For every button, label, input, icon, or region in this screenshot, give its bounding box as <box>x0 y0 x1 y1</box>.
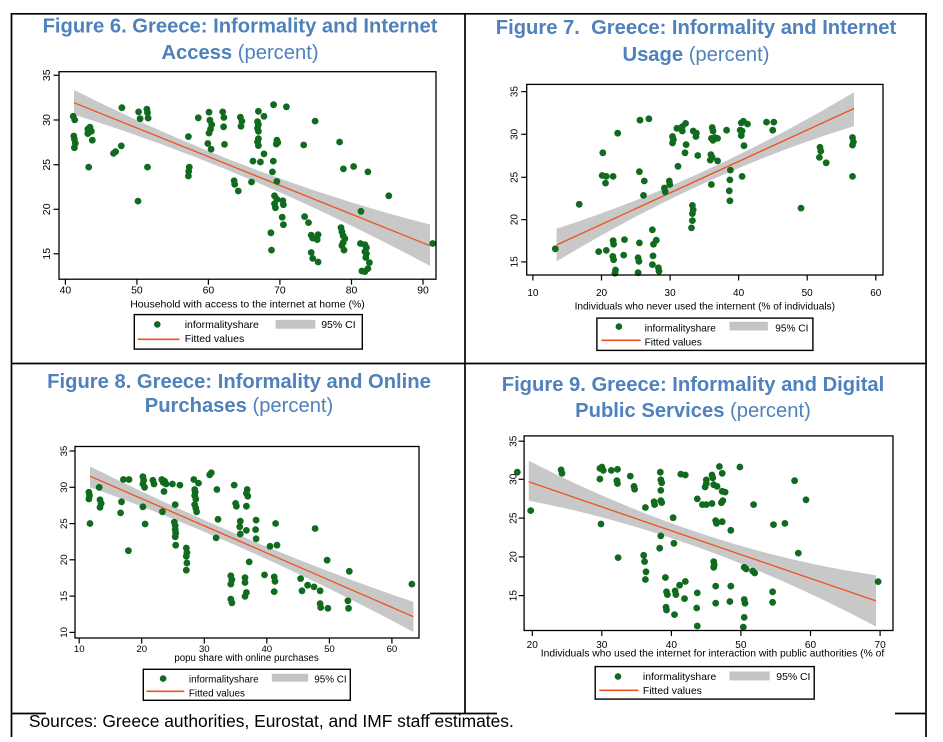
svg-text:60: 60 <box>387 644 398 655</box>
svg-text:40: 40 <box>261 644 272 655</box>
svg-text:Sources: Greece authorities, E: Sources: Greece authorities, Eurostat, a… <box>29 711 514 731</box>
svg-text:Usage (percent): Usage (percent) <box>623 44 770 66</box>
svg-text:25: 25 <box>509 512 520 524</box>
svg-text:informalityshare: informalityshare <box>189 675 259 686</box>
svg-text:50: 50 <box>131 286 143 297</box>
svg-text:Individuals who used the inter: Individuals who used the internet for in… <box>541 649 885 660</box>
svg-text:95% CI: 95% CI <box>776 672 810 683</box>
svg-text:20: 20 <box>136 644 147 655</box>
svg-text:35: 35 <box>59 446 70 457</box>
svg-text:Figure 7. Greece: Informality: Figure 7. Greece: Informality and Intern… <box>496 17 897 39</box>
svg-text:50: 50 <box>735 640 747 651</box>
svg-text:60: 60 <box>203 286 215 297</box>
svg-text:20: 20 <box>596 288 608 299</box>
svg-text:60: 60 <box>805 640 817 651</box>
svg-text:Figure 9. Greece: Informality: Figure 9. Greece: Informality and Digita… <box>502 374 885 396</box>
svg-text:15: 15 <box>42 248 53 260</box>
svg-text:15: 15 <box>509 590 520 602</box>
svg-text:Fitted values: Fitted values <box>645 337 702 348</box>
svg-text:Figure 6. Greece: Informality: Figure 6. Greece: Informality and Intern… <box>43 16 438 38</box>
svg-text:Purchases (percent): Purchases (percent) <box>145 395 334 417</box>
svg-text:35: 35 <box>510 86 521 98</box>
svg-text:Public Services (percent): Public Services (percent) <box>575 400 811 422</box>
svg-text:10: 10 <box>527 288 539 299</box>
svg-text:30: 30 <box>42 114 53 126</box>
svg-text:popu share with online purchas: popu share with online purchases <box>174 653 318 664</box>
svg-text:10: 10 <box>74 644 85 655</box>
svg-text:95% CI: 95% CI <box>321 319 355 331</box>
svg-text:40: 40 <box>666 640 678 651</box>
svg-text:15: 15 <box>510 256 521 268</box>
svg-text:30: 30 <box>199 644 210 655</box>
svg-text:20: 20 <box>527 640 539 651</box>
svg-text:30: 30 <box>509 473 520 485</box>
svg-text:informalityshare: informalityshare <box>645 323 717 334</box>
svg-text:Household with access to the i: Household with access to the internet at… <box>130 299 365 311</box>
svg-text:35: 35 <box>42 69 53 81</box>
svg-text:10: 10 <box>59 627 70 638</box>
svg-text:80: 80 <box>346 286 358 297</box>
svg-text:Fitted values: Fitted values <box>185 333 245 345</box>
svg-text:Figure 8. Greece: Informality: Figure 8. Greece: Informality and Online <box>47 371 431 393</box>
svg-text:70: 70 <box>874 640 886 651</box>
svg-text:95% CI: 95% CI <box>314 675 346 686</box>
svg-text:25: 25 <box>59 518 70 529</box>
svg-text:30: 30 <box>596 640 608 651</box>
svg-text:informalityshare: informalityshare <box>643 672 717 683</box>
svg-text:Individuals who never used the: Individuals who never used the internent… <box>575 302 835 313</box>
svg-text:Fitted values: Fitted values <box>189 689 245 700</box>
svg-text:60: 60 <box>870 288 882 299</box>
svg-text:30: 30 <box>59 482 70 493</box>
svg-text:30: 30 <box>510 128 521 140</box>
svg-text:30: 30 <box>665 288 677 299</box>
svg-text:90: 90 <box>417 286 429 297</box>
svg-text:35: 35 <box>509 435 520 447</box>
svg-text:informalityshare: informalityshare <box>185 319 259 331</box>
svg-text:25: 25 <box>510 171 521 183</box>
svg-text:15: 15 <box>59 591 70 602</box>
svg-text:Fitted values: Fitted values <box>643 686 702 697</box>
svg-text:95% CI: 95% CI <box>775 323 808 334</box>
svg-text:20: 20 <box>509 551 520 563</box>
svg-text:Access (percent): Access (percent) <box>161 42 318 64</box>
svg-text:20: 20 <box>59 554 70 565</box>
svg-text:20: 20 <box>510 214 521 226</box>
svg-text:70: 70 <box>274 286 286 297</box>
svg-text:25: 25 <box>42 159 53 171</box>
svg-text:50: 50 <box>802 288 814 299</box>
svg-text:20: 20 <box>42 203 53 215</box>
svg-text:40: 40 <box>60 286 72 297</box>
svg-text:40: 40 <box>733 288 745 299</box>
svg-text:50: 50 <box>324 644 335 655</box>
